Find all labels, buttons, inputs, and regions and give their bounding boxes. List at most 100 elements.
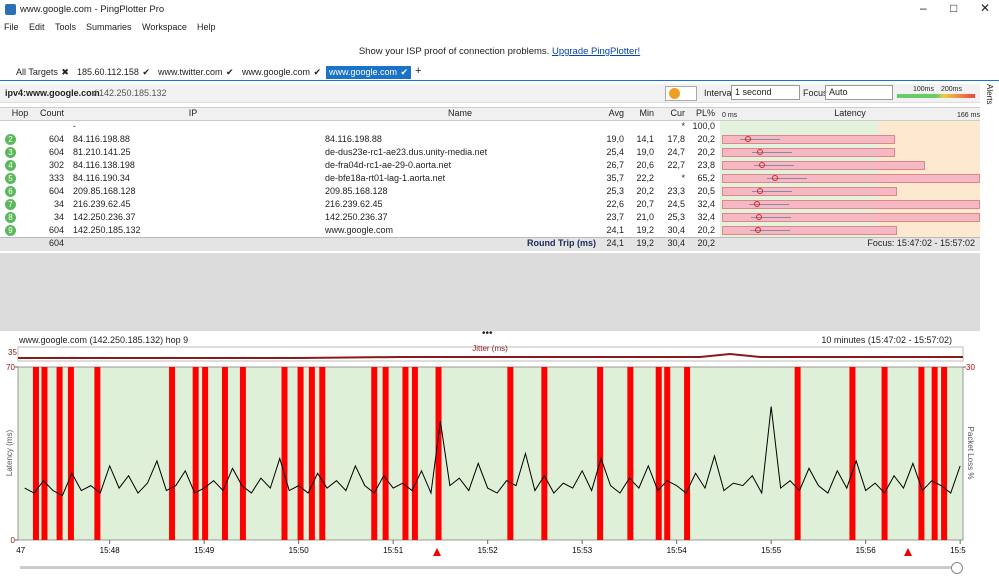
tab-icon[interactable]: ✖ (61, 67, 69, 77)
footer-label: Round Trip (ms) (527, 238, 596, 248)
focus-select[interactable]: Auto (825, 85, 893, 100)
packet-loss-bar (192, 367, 199, 540)
packet-loss-bar (849, 367, 856, 540)
interval-select[interactable]: 1 second (731, 85, 800, 100)
menu-item[interactable]: Edit (29, 22, 45, 32)
jitter-tick-label: 35 (8, 348, 17, 357)
packet-loss-bar (794, 367, 801, 540)
empty-area (0, 253, 980, 331)
toolbar: ipv4:www.google.com / 142.250.185.132 In… (0, 84, 980, 103)
tab[interactable]: www.google.com ✔ (242, 67, 322, 77)
loss-bar (722, 161, 925, 170)
event-marker (904, 548, 912, 556)
maximize[interactable]: □ (950, 1, 958, 15)
target-name: ipv4:www.google.com (5, 88, 100, 98)
splitter[interactable]: ••• (482, 328, 493, 339)
cell-pl: 20,2 (697, 225, 715, 235)
cell-cur: 23,3 (667, 186, 685, 196)
cell-name: de-fra04d-rc1-ae-29-0.aorta.net (325, 160, 452, 170)
cell-pl: 32,4 (697, 212, 715, 222)
cell-name: 142.250.236.37 (325, 212, 388, 222)
cell-ip: 84.116.138.198 (73, 160, 135, 170)
cell-avg: 25,4 (606, 147, 624, 157)
packet-loss-bar (221, 367, 228, 540)
menu-item[interactable]: File (4, 22, 19, 32)
latency-scale: 0 ms (722, 112, 738, 119)
cell-ip: 84.116.190.34 (73, 173, 130, 183)
menu-item[interactable]: Tools (55, 22, 77, 32)
alerts-tab[interactable]: Alerts (985, 84, 994, 105)
y-tick-label: 0 (11, 536, 16, 545)
latency-dot (759, 162, 765, 168)
packet-loss-bar (239, 367, 246, 540)
menu-item[interactable]: Help (197, 22, 216, 32)
cell-pl: 20,5 (697, 186, 715, 196)
add-tab[interactable]: + (415, 65, 422, 77)
upgrade-link[interactable]: Upgrade PingPlotter! (551, 46, 641, 57)
cell-pl: 20,2 (697, 134, 715, 144)
close[interactable]: ✕ (980, 1, 991, 15)
menu-item[interactable]: Summaries (86, 22, 132, 32)
footer-pl: 20,2 (697, 238, 715, 248)
tab[interactable]: 185.60.112.158 ✔ (77, 67, 150, 77)
cell-cur: 24,5 (667, 199, 685, 209)
cell-ip: - (73, 121, 76, 131)
y2-axis-label: Packet Loss % (966, 427, 975, 480)
latency-range (749, 204, 789, 205)
latency-range (751, 217, 791, 218)
latency-line (24, 406, 961, 497)
cell-pl: 65,2 (697, 173, 715, 183)
loss-bar (722, 226, 897, 235)
latency-dot (757, 188, 763, 194)
cell-min: 20,2 (636, 186, 654, 196)
plot-area (17, 366, 964, 541)
jitter-label: Jitter (ms) (472, 345, 508, 353)
latency-dot (754, 201, 760, 207)
cell-min: 22,2 (636, 173, 654, 183)
packet-loss-bar (435, 367, 442, 540)
cell-count: 604 (48, 186, 64, 196)
scale-bar (897, 94, 975, 98)
packet-loss-bar (664, 367, 671, 540)
cell-cur: 25,3 (667, 212, 685, 222)
cell-min: 20,6 (636, 160, 654, 170)
latency-dot (755, 227, 761, 233)
footer-count: 604 (48, 238, 64, 248)
cell-ip: 81.210.141.25 (73, 147, 131, 157)
cell-pl: 23,8 (697, 160, 715, 170)
column-header: Hop (11, 108, 29, 118)
tab-icon[interactable]: ✔ (225, 67, 234, 77)
tab[interactable]: All Targets ✖ (16, 67, 69, 77)
packet-loss-bar (881, 367, 888, 540)
packet-loss-bar (94, 367, 101, 540)
cell-pl: 100,0 (692, 121, 715, 131)
x-tick-label: 15:53 (572, 546, 593, 555)
y-tick-label: 70 (6, 363, 15, 372)
tab[interactable]: www.google.com ✔ (326, 66, 412, 79)
cell-name: www.google.com (325, 225, 394, 235)
cell-cur: 17,8 (667, 134, 685, 144)
latency-range (750, 230, 790, 231)
cell-min: 20,7 (636, 199, 654, 209)
hop-badge: 8 (5, 212, 16, 223)
cell-avg: 35,7 (606, 173, 624, 183)
pause-button[interactable] (665, 86, 697, 101)
menu-item[interactable]: Workspace (142, 22, 187, 32)
cell-min: 19,0 (636, 147, 654, 157)
tab-bar: All Targets ✖ 185.60.112.158 ✔ www.twitter… (0, 65, 999, 81)
packet-loss-bar (308, 367, 315, 540)
tab[interactable]: www.twitter.com ✔ (158, 67, 234, 77)
tab-icon[interactable]: ✔ (313, 67, 322, 77)
cell-avg: 19,0 (606, 134, 624, 144)
tab-icon[interactable]: ✔ (142, 67, 150, 77)
cell-avg: 23,7 (606, 212, 624, 222)
hop-badge: 6 (5, 186, 16, 197)
time-slider-track (20, 566, 960, 569)
minimize[interactable]: – (920, 1, 927, 15)
tab-icon[interactable]: ✔ (400, 67, 409, 77)
time-slider-thumb[interactable] (951, 562, 963, 574)
loss-bar (722, 148, 895, 157)
cell-cur: * (681, 173, 685, 183)
column-header: Avg (608, 108, 624, 118)
column-header: Name (447, 108, 472, 118)
